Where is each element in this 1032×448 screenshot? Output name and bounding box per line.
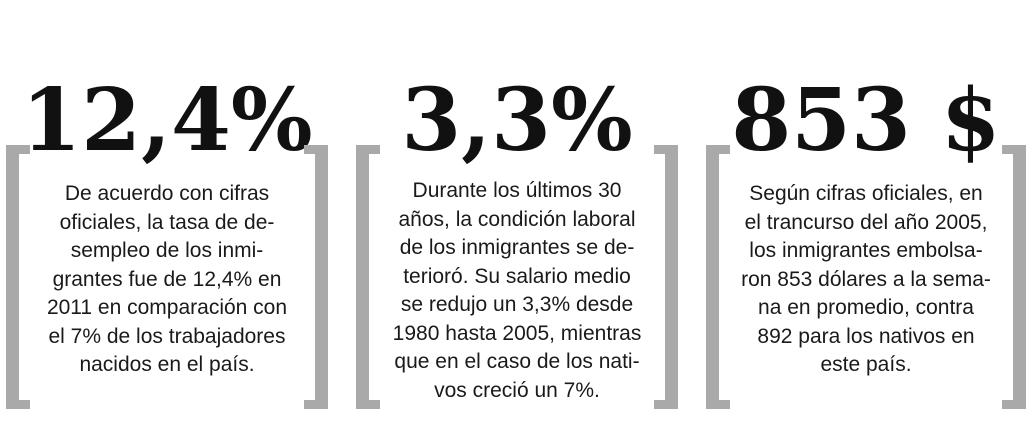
stat-description-2: Durante los últimos 30 años, la condició… <box>376 177 658 405</box>
description-line: vos creció un 7%. <box>434 378 600 402</box>
stat-value-3: 853 $ <box>731 70 1001 171</box>
right-bracket <box>304 145 328 409</box>
description-line: 2011 en comparación con <box>46 296 288 319</box>
description-line: se redujo un 3,3% desde <box>400 293 634 316</box>
description-line: Según cifras oficiales, en <box>749 182 983 205</box>
description-line: 892 para los nativos en <box>757 324 975 348</box>
description-line: 1980 hasta 2005, mientras <box>392 321 642 345</box>
description-line: los inmigrantes embolsa- <box>749 239 983 262</box>
left-bracket <box>706 145 730 409</box>
description-line: de los inmigrantes se de- <box>399 236 635 259</box>
description-line: sempleo de los inmi- <box>70 239 264 262</box>
description-line: el trancurso del año 2005, <box>744 210 988 234</box>
stat-value-2: 3,3% <box>401 70 633 171</box>
description-line: De acuerdo con cifras <box>64 182 270 205</box>
description-line: este país. <box>820 353 912 376</box>
stat-value-1: 12,4% <box>21 70 313 171</box>
stat-panel-2: 3,3% Durante los últimos 30 años, la con… <box>356 0 678 448</box>
right-bracket <box>654 145 678 409</box>
description-line: oficiales, la tasa de de- <box>59 210 275 234</box>
left-bracket <box>6 145 30 409</box>
description-line: na en promedio, contra <box>758 296 974 319</box>
description-line: que en el caso de los nati- <box>394 350 640 373</box>
stat-description-3: Según cifras oficiales, en el trancurso … <box>726 180 1006 380</box>
description-line: Durante los últimos 30 <box>412 179 622 202</box>
description-line: terioró. Su salario medio <box>403 264 631 288</box>
stat-panel-1: 12,4% De acuerdo con cifras oficiales, l… <box>6 0 328 448</box>
stat-panel-3: 853 $ Según cifras oficiales, en el tran… <box>706 0 1026 448</box>
description-line: nacidos en el país. <box>79 353 255 376</box>
description-line: ron 853 dólares a la sema- <box>741 267 991 291</box>
description-line: años, la condición laboral <box>398 207 636 231</box>
description-line: grantes fue de 12,4% en <box>52 267 282 291</box>
description-line: el 7% de los trabajadores <box>48 324 286 348</box>
left-bracket <box>356 145 380 409</box>
right-bracket <box>1002 145 1026 409</box>
stat-description-1: De acuerdo con cifras oficiales, la tasa… <box>26 180 308 380</box>
